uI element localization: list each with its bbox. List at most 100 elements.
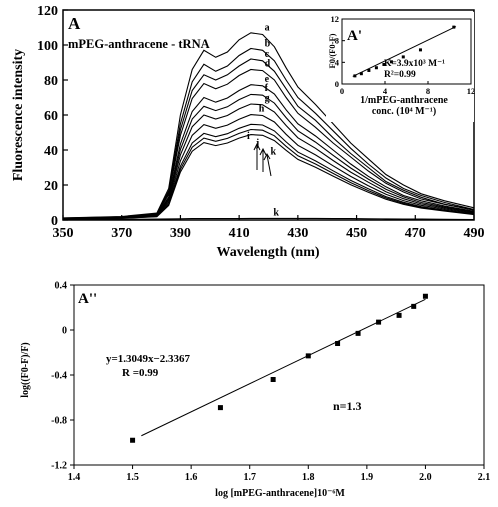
- a2-y-tick-label: 0: [62, 326, 67, 337]
- x-tick-label: 410: [229, 226, 250, 241]
- a2-point: [270, 377, 276, 382]
- curve-label-g: g: [265, 93, 270, 104]
- curve-i: [62, 123, 475, 220]
- curve-f: [62, 93, 475, 220]
- inset-x-tick-label: 4: [383, 86, 388, 96]
- a2-y-tick-label: -0.8: [51, 416, 67, 427]
- arrow-i-head: [253, 142, 261, 151]
- inset-point: [382, 63, 386, 66]
- curve-b: [62, 47, 475, 219]
- a2-point: [130, 437, 136, 443]
- curve-label-b: b: [265, 38, 271, 49]
- panel-a2-points: [130, 293, 428, 443]
- x-tick-label: 450: [346, 226, 367, 241]
- a2-x-tick-label: 1.7: [243, 472, 256, 483]
- curve-label-k: k: [271, 146, 277, 157]
- panel-a-arrows: [253, 142, 272, 177]
- y-tick-label: 120: [37, 4, 58, 19]
- inset-frame: [341, 18, 472, 85]
- arrow-j-head: [259, 147, 267, 156]
- panel-a-x-ticks: 350 370 390 410 430 450 470 490: [53, 215, 485, 241]
- inset-x-tick-label: 8: [426, 86, 430, 96]
- inset-point: [353, 74, 357, 78]
- arrow-k-head: [263, 152, 271, 161]
- a2-y-tick-label: -0.4: [51, 371, 67, 382]
- a2-x-tick-label: 1.4: [68, 472, 81, 483]
- curve-k: [62, 134, 475, 220]
- a2-x-tick-label: 1.5: [126, 472, 139, 483]
- inset-fit: [352, 26, 457, 77]
- a2-fit: [141, 298, 426, 437]
- curve-label-d: d: [265, 59, 271, 70]
- panel-a2-equation: y=1.3049x−2.3367: [106, 353, 191, 365]
- inset-point: [401, 55, 405, 59]
- a2-point: [217, 405, 223, 411]
- panel-a2-y-axis-label: log((F0-F)/F): [20, 342, 31, 398]
- panel-a2-x-axis-label: log [mPEG-anthracene]10⁻⁶M: [215, 488, 345, 499]
- curve-label-i: i: [247, 131, 250, 142]
- a2-point: [305, 353, 311, 359]
- panel-a-prime-inset: 0 4 8 12 0 4 8 12 A' K=3.9x10³ M⁻¹ R²=0.99 1/mP…: [326, 12, 475, 122]
- y-tick-label: 40: [44, 144, 58, 159]
- panel-a-label: A: [68, 14, 81, 33]
- panel-a-y-ticks: 0 20 40 60 80 100 120: [37, 4, 68, 229]
- x-tick-label: 470: [405, 226, 426, 241]
- curve-e: [62, 84, 475, 219]
- a2-x-tick-label: 2.0: [419, 472, 432, 483]
- y-tick-label: 20: [44, 179, 58, 194]
- a2-x-tick-label: 2.1: [478, 472, 491, 483]
- inset-y-tick-label: 4: [335, 57, 340, 67]
- inset-point: [359, 72, 363, 76]
- curve-label-h: h: [259, 104, 265, 115]
- x-tick-label: 390: [170, 226, 191, 241]
- inset-x-label-line1: 1/mPEG-anthracene: [360, 95, 448, 106]
- curve-label-f: f: [265, 83, 269, 94]
- y-tick-label: 80: [44, 74, 58, 89]
- a2-y-tick-label: 0.4: [55, 281, 68, 292]
- x-tick-label: 370: [111, 226, 132, 241]
- inset-point: [452, 25, 456, 29]
- panel-a-x-axis-label: Wavelength (nm): [216, 245, 319, 260]
- a2-x-tick-label: 1.9: [361, 472, 374, 483]
- panel-a2-label: A'': [78, 291, 97, 307]
- panel-a-title: mPEG-anthracene - tRNA: [68, 37, 210, 51]
- a2-y-tick-label: -1.2: [51, 461, 67, 472]
- curve-label-k: k: [273, 207, 279, 218]
- a2-point: [411, 303, 417, 309]
- curve-g: [62, 103, 475, 220]
- panel-a-double-prime-chart: -1.2 -0.8 -0.4 0 0.4 1.4 1.5 1.6 1.7 1.8 1.9 2.0 2.1…: [20, 281, 490, 500]
- panel-a2-r-value: R =0.99: [122, 367, 159, 379]
- inset-y-tick-label: 0: [335, 79, 339, 89]
- curve-h: [62, 114, 475, 220]
- curve-j: [62, 128, 475, 220]
- a2-point: [335, 341, 341, 346]
- inset-points: [353, 25, 456, 78]
- inset-x-label-line2: conc. (10⁴ M⁻¹): [372, 106, 436, 117]
- panel-a2-fit-line: [141, 298, 426, 437]
- a2-x-tick-label: 1.6: [185, 472, 198, 483]
- inset-point: [418, 48, 422, 52]
- panel-a-curves: [62, 32, 475, 221]
- y-tick-label: 60: [44, 109, 58, 124]
- inset-x-tick-label: 12: [467, 86, 476, 96]
- y-tick-label: 100: [37, 39, 58, 54]
- inset-y-tick-label: 8: [335, 36, 339, 46]
- curve-a: [62, 32, 475, 219]
- x-tick-label: 490: [464, 226, 485, 241]
- panel-a2-n-value: n=1.3: [333, 399, 362, 413]
- curve-label-a: a: [265, 23, 270, 34]
- inset-r2-annotation: R²=0.99: [384, 70, 416, 80]
- a2-point: [355, 330, 361, 336]
- inset-y-label: F0/(F0-F): [327, 33, 337, 68]
- panel-a2-ticks: -1.2 -0.8 -0.4 0 0.4 1.4 1.5 1.6 1.7 1.8 1.9 2.0 2.1: [51, 281, 490, 484]
- a2-x-tick-label: 1.8: [302, 472, 315, 483]
- a2-point: [376, 319, 382, 325]
- y-tick-label: 0: [51, 214, 58, 229]
- a2-point: [422, 293, 428, 299]
- curve-c: [62, 58, 475, 219]
- curve-label-c: c: [265, 49, 270, 60]
- curve-d: [62, 68, 475, 219]
